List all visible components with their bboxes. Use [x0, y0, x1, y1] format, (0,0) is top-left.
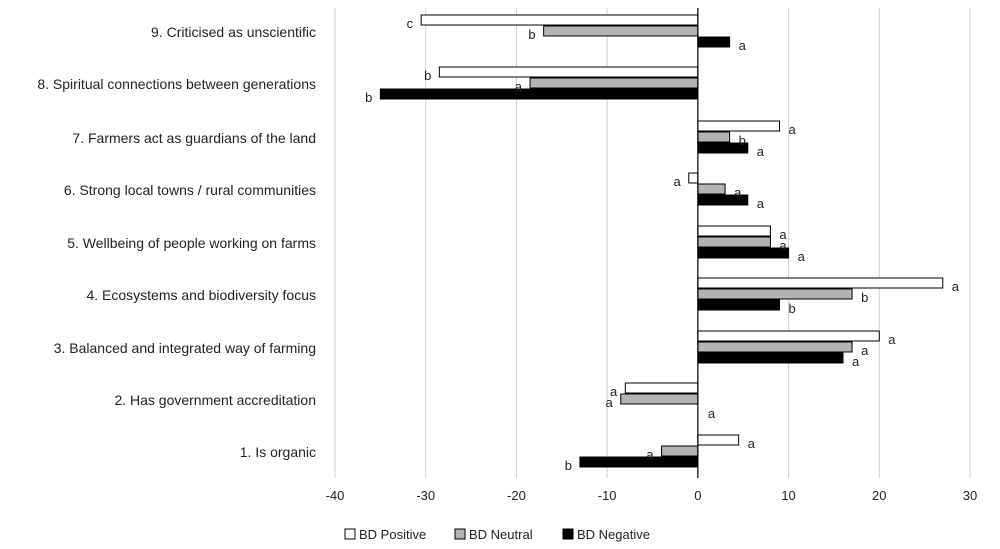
category-label: 3. Balanced and integrated way of farmin…	[54, 340, 316, 356]
significance-label: a	[789, 122, 797, 137]
category-label: 4. Ecosystems and biodiversity focus	[86, 287, 316, 303]
x-tick-labels: -40 -30 -20 -10 0 10 20 30	[326, 488, 978, 503]
bar-bd-negative	[697, 299, 780, 311]
bar-bd-positive	[697, 277, 944, 289]
x-tick-label: 0	[694, 488, 701, 503]
bar-bd-negative	[697, 247, 790, 259]
significance-label: a	[888, 332, 896, 347]
category-label: 6. Strong local towns / rural communitie…	[64, 182, 316, 198]
significance-label: a	[779, 238, 787, 253]
bar-bd-negative	[579, 456, 699, 468]
significance-label: c	[407, 16, 414, 31]
significance-label: b	[789, 301, 796, 316]
bar-bd-positive	[697, 330, 880, 342]
category-label: 1. Is organic	[240, 444, 316, 460]
category-label: 8. Spiritual connections between generat…	[37, 76, 316, 92]
legend-item: BD Neutral	[454, 527, 533, 542]
significance-label: a	[606, 395, 614, 410]
category-labels: 9. Criticised as unscientific 8. Spiritua…	[37, 24, 316, 460]
bar-bd-neutral	[697, 131, 731, 143]
significance-label: a	[852, 354, 860, 369]
significance-label: a	[739, 38, 747, 53]
legend-item: BD Negative	[562, 527, 650, 542]
legend-swatch	[454, 528, 466, 540]
bar-bd-neutral	[697, 183, 726, 195]
significance-label: a	[674, 174, 682, 189]
bar-bd-negative	[697, 36, 731, 48]
bar-bd-neutral	[620, 393, 699, 405]
bar-bd-positive	[697, 120, 780, 132]
significance-label: b	[739, 133, 746, 148]
significance-label: a	[515, 79, 523, 94]
significance-label: a	[779, 227, 787, 242]
legend-item: BD Positive	[344, 527, 426, 542]
bar-bd-neutral	[697, 236, 771, 248]
significance-label: a	[734, 185, 742, 200]
significance-label: a	[646, 447, 654, 462]
significance-label: a	[610, 384, 618, 399]
category-label: 5. Wellbeing of people working on farms	[67, 235, 316, 251]
bar-bd-positive	[697, 434, 740, 446]
significance-label: a	[748, 436, 756, 451]
legend-swatch	[344, 528, 356, 540]
legend-label: BD Neutral	[469, 527, 533, 542]
significance-label: b	[424, 68, 431, 83]
x-tick-label: 20	[872, 488, 886, 503]
x-tick-label: -20	[507, 488, 526, 503]
significance-label: a	[952, 279, 960, 294]
x-tick-label: -30	[416, 488, 435, 503]
significance-label: a	[757, 196, 765, 211]
bar-bd-neutral	[543, 25, 699, 37]
significance-label: a	[861, 343, 869, 358]
category-label: 7. Farmers act as guardians of the land	[72, 130, 316, 146]
significance-label: b	[861, 290, 868, 305]
legend-label: BD Negative	[577, 527, 650, 542]
category-label: 9. Criticised as unscientific	[151, 24, 316, 40]
bar-bd-neutral	[529, 77, 699, 89]
bar-bd-positive	[697, 225, 771, 237]
x-tick-label: -40	[326, 488, 345, 503]
x-tick-label: 10	[781, 488, 795, 503]
legend-swatch	[562, 528, 574, 540]
bar-bd-negative	[697, 352, 844, 364]
bar-bd-positive	[438, 66, 699, 78]
bar-bd-neutral	[661, 445, 699, 457]
legend-label: BD Positive	[359, 527, 426, 542]
bar-bd-neutral	[697, 341, 853, 353]
bar-bd-negative	[379, 88, 699, 100]
significance-label: a	[757, 144, 765, 159]
bar-bd-positive	[420, 14, 699, 26]
category-label: 2. Has government accreditation	[114, 392, 316, 408]
significance-label: a	[798, 249, 806, 264]
significance-label: a	[708, 406, 716, 421]
legend: BD Positive BD Neutral BD Negative	[344, 527, 650, 542]
bars	[379, 14, 944, 468]
bar-bd-positive	[624, 382, 699, 394]
significance-label: b	[565, 458, 572, 473]
bar-bd-neutral	[697, 288, 853, 300]
significance-label: b	[528, 27, 535, 42]
x-tick-label: -10	[598, 488, 617, 503]
bar-bd-positive	[688, 172, 699, 184]
x-tick-label: 30	[963, 488, 977, 503]
significance-label: b	[365, 90, 372, 105]
